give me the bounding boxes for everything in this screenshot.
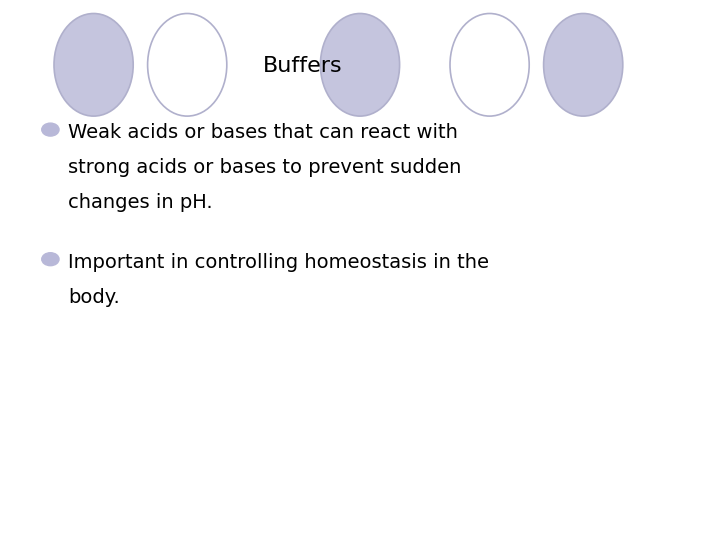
Text: strong acids or bases to prevent sudden: strong acids or bases to prevent sudden bbox=[68, 158, 462, 177]
Text: body.: body. bbox=[68, 288, 120, 307]
Ellipse shape bbox=[320, 14, 400, 116]
Text: Buffers: Buffers bbox=[263, 56, 342, 76]
Ellipse shape bbox=[544, 14, 623, 116]
Text: Important in controlling homeostasis in the: Important in controlling homeostasis in … bbox=[68, 253, 490, 272]
Ellipse shape bbox=[148, 14, 227, 116]
Circle shape bbox=[42, 123, 59, 136]
Circle shape bbox=[42, 253, 59, 266]
Ellipse shape bbox=[450, 14, 529, 116]
Text: Weak acids or bases that can react with: Weak acids or bases that can react with bbox=[68, 123, 458, 142]
Text: changes in pH.: changes in pH. bbox=[68, 193, 213, 212]
Ellipse shape bbox=[54, 14, 133, 116]
